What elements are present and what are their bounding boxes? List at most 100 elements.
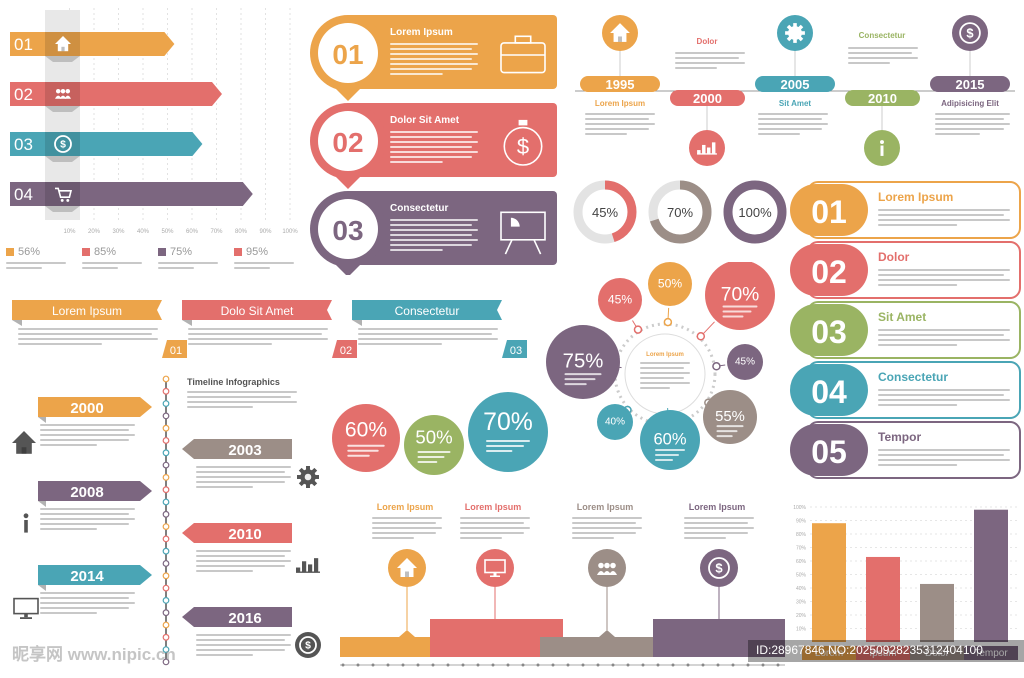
banner-num-tab-3 (502, 340, 527, 358)
hbar-tick: 30% (112, 229, 125, 235)
gear-tooth (306, 483, 310, 488)
vtl-year-tab-2 (182, 439, 292, 459)
vtl-fold (38, 417, 46, 423)
bubble-title-2: Dolor Sit Amet (390, 115, 460, 126)
bubble-panel-3 (345, 191, 557, 265)
hbar-icon-cell (45, 182, 80, 206)
btl-text-line (372, 517, 442, 519)
ttl-year-pill-3 (755, 76, 835, 92)
btl-text-line (572, 522, 636, 524)
vtl-year-3: 2008 (70, 484, 103, 501)
cart-wheel (60, 198, 64, 202)
hbar-num-3: 03 (14, 135, 33, 154)
chart-icon (296, 558, 320, 573)
vtl-text-line (40, 528, 97, 530)
vbar-cat-1: Lorem (815, 648, 843, 659)
ttl-lower-text-line (758, 113, 828, 115)
vbar-bar-1 (812, 523, 846, 642)
btl-text-line (572, 537, 614, 539)
person-head (65, 88, 71, 94)
ttl-icon-circle (952, 15, 988, 51)
vbar-tick: 20% (796, 613, 807, 619)
dollar-glyph: $ (305, 641, 311, 652)
chart-icon-bar (296, 567, 301, 573)
btl-tick-dot (656, 663, 660, 667)
banner-text-line (18, 333, 152, 335)
ttl-lower-text-line (585, 133, 627, 135)
bubble-title-3: Consectetur (390, 203, 448, 214)
banner-text-line (358, 328, 498, 330)
home-body (400, 568, 414, 577)
radial-outer-text-line (722, 310, 752, 313)
hbar-icon-cell (45, 132, 80, 156)
mid-circles: 60% 50% 70% (328, 385, 553, 485)
numbered-title-1: Lorem Ipsum (878, 190, 953, 204)
ttl-upper-text-line (848, 47, 918, 49)
btl-block-3 (540, 637, 673, 657)
home-roof (55, 36, 71, 44)
radial-outer-label-3: 45% (735, 357, 755, 368)
vbar-svg: 10% 20% 30% 40% 50% 60% 70% 80% 90% 100% Lorem Ipsu… (793, 505, 1020, 660)
ttl-lower-text-line (585, 128, 649, 130)
hbar-tick: 90% (259, 229, 272, 235)
hbar-legend-text-line (234, 262, 294, 264)
monitor-icon (484, 559, 506, 577)
bubble-inner (318, 111, 378, 171)
bubble-pin-tip (330, 83, 366, 101)
hbar-bar-1 (10, 32, 175, 56)
vtl-year-5: 2014 (70, 568, 104, 585)
bubble-pin-tip (330, 259, 366, 277)
numbered-text-line (878, 459, 1010, 461)
dollar-icon: $ (708, 557, 730, 579)
vtl-fold (38, 501, 46, 507)
radial-node (696, 332, 706, 341)
top-timeline: 1995 2000 2005 2010 2015 $ Dolor Consectetur Lor… (570, 0, 1024, 175)
bubble-text-line (390, 224, 472, 226)
radial-outer-text-line (564, 378, 596, 381)
bubble-panel-2 (345, 103, 557, 177)
bubble-text-line (390, 161, 443, 163)
mid-circle-text-line (417, 461, 438, 463)
gear-tooth (785, 31, 790, 35)
vtl-text-line (196, 486, 253, 488)
ttl-upper-title-1: Dolor (697, 37, 718, 46)
btl-tick-dot (356, 663, 360, 667)
vtl-text-line (40, 597, 129, 599)
vtl-year-6: 2016 (228, 610, 261, 627)
btl-tick-dot (521, 663, 525, 667)
numbered-pill-1 (790, 184, 868, 236)
banner-num-tab-2 (332, 340, 357, 358)
vtl-year-2: 2003 (228, 442, 261, 459)
btl-tick-dot (746, 663, 750, 667)
btl-tick-dot (701, 663, 705, 667)
bubble-text-line (390, 244, 472, 246)
person-head (598, 562, 604, 569)
numbered-num-5: 05 (811, 434, 847, 470)
vtl-dot (162, 486, 170, 494)
btl-tick-dot (626, 663, 630, 667)
ttl-lower-text-line (585, 118, 649, 120)
btl-tick-dot (566, 663, 570, 667)
progress-rings: 45% 70% 100% (565, 175, 790, 250)
ttl-year-2: 2000 (693, 91, 722, 106)
mid-circle-label-3: 70% (483, 409, 533, 436)
hbar-legend-text-line (82, 262, 142, 264)
hbar-tick: 40% (137, 229, 150, 235)
btl-text-line (460, 527, 530, 529)
numbered-text-line (878, 279, 1010, 281)
radial-outer-text-line (716, 425, 744, 428)
btl-block-4 (653, 619, 785, 657)
vtl-year-1: 2000 (70, 400, 103, 417)
vtl-text-line (196, 565, 285, 567)
person-body (603, 571, 611, 575)
hbar-tick: 100% (282, 229, 298, 235)
ttl-year-3: 2005 (781, 77, 810, 92)
vtl-text-line (196, 555, 285, 557)
bottom-timeline: Lorem Ipsum Lorem Ipsum Lorem Ipsum Lorem I… (335, 495, 790, 678)
numbered-text-line (878, 404, 958, 406)
vtl-text-line (40, 592, 135, 594)
bubble-num-3: 03 (332, 215, 363, 246)
vtl-dot (162, 473, 170, 481)
radial-outer-text-line (655, 449, 685, 451)
ttl-lower-text-line (758, 118, 822, 120)
